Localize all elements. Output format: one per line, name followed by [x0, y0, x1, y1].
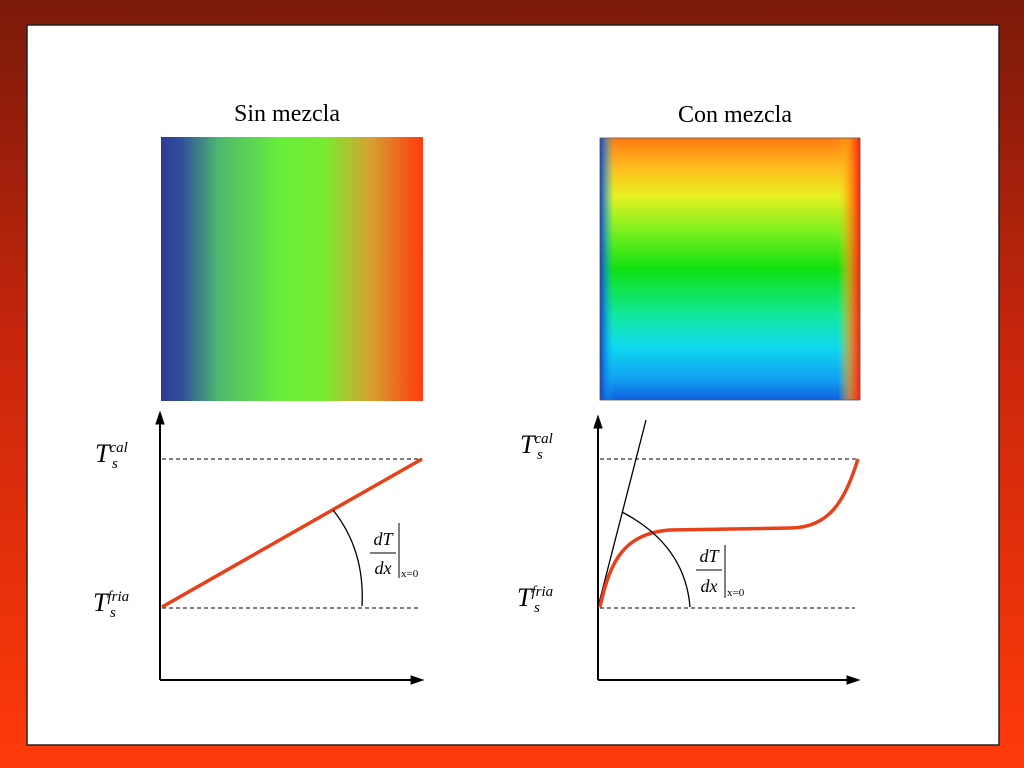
label-part: fria [107, 589, 129, 605]
slope-den: dx [375, 558, 392, 578]
heatmap [161, 137, 423, 401]
plot [593, 414, 861, 685]
slope-num: dT [373, 529, 394, 549]
label-part: cal [534, 431, 552, 447]
label-hot: Tcal s [520, 430, 553, 463]
label-part: s [534, 600, 540, 616]
plot [155, 410, 425, 685]
label-cold: Tfria s [517, 583, 553, 616]
slope-at: x=0 [401, 568, 419, 580]
label-part: T [517, 583, 533, 612]
label-part: s [112, 456, 118, 472]
slope-den: dx [701, 576, 718, 596]
panel-title: Sin mezcla [234, 101, 340, 127]
heatmap [599, 137, 861, 401]
label-part: T [95, 439, 111, 468]
panel-title: Con mezcla [678, 102, 792, 128]
label-part: T [93, 588, 109, 617]
label-cold: Tfria s [93, 588, 129, 621]
label-part: T [520, 430, 536, 459]
label-part: cal [109, 440, 127, 456]
label-part: s [537, 447, 543, 463]
slope-at: x=0 [727, 587, 745, 599]
slope-num: dT [699, 546, 720, 566]
label-hot: Tcal s [95, 439, 128, 472]
label-part: s [110, 605, 116, 621]
label-part: fria [531, 584, 553, 600]
